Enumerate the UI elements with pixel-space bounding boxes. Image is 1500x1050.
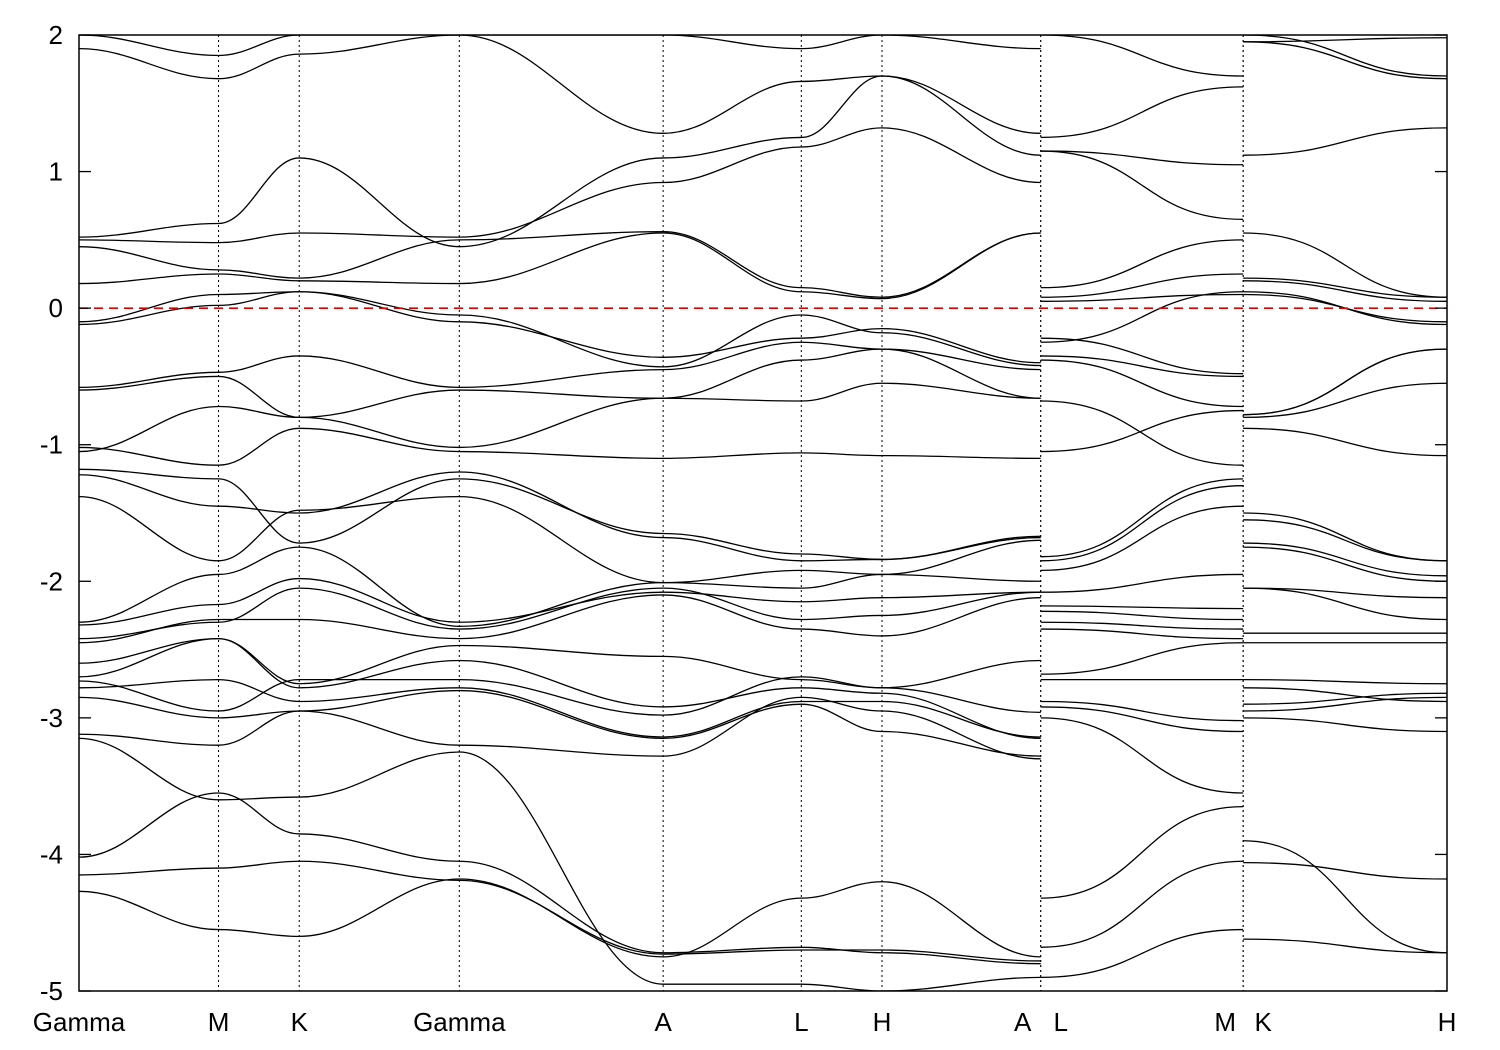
- band-line: [79, 35, 1041, 134]
- y-tick-label: -5: [40, 976, 63, 1006]
- x-kpoint-label: M: [208, 1007, 230, 1037]
- band-line: [79, 382, 1041, 453]
- band-line: [1243, 542, 1447, 577]
- y-tick-label: 1: [49, 157, 63, 187]
- band-line: [1243, 382, 1447, 419]
- band-line: [1040, 621, 1244, 630]
- band-line: [1040, 573, 1244, 593]
- band-line: [1040, 293, 1244, 302]
- x-kpoint-label: A: [1014, 1007, 1032, 1037]
- band-line: [1040, 273, 1244, 298]
- x-kpoint-label: H: [1438, 1007, 1457, 1037]
- x-kpoint-label: H: [873, 1007, 892, 1037]
- band-line: [1243, 232, 1447, 298]
- x-kpoint-label: M: [1214, 1007, 1236, 1037]
- band-line: [1040, 860, 1244, 948]
- band-line: [1243, 696, 1447, 712]
- band-line: [1243, 687, 1447, 703]
- band-line: [79, 495, 1041, 584]
- band-line: [79, 291, 1041, 368]
- band-line: [79, 878, 1041, 958]
- y-axis: -5 -4 -3 -2 -1 0 1 2: [40, 20, 1447, 1006]
- band-line: [79, 678, 1041, 738]
- x-kpoint-label: K: [1254, 1007, 1272, 1037]
- band-line: [1040, 700, 1244, 722]
- band-line: [1243, 37, 1447, 43]
- band-line: [1040, 505, 1244, 572]
- band-line: [79, 696, 1041, 760]
- band-line: [79, 792, 1041, 965]
- band-line: [79, 860, 1041, 962]
- band-line: [1040, 706, 1244, 733]
- band-line: [79, 232, 1041, 300]
- band-line: [1243, 348, 1447, 416]
- band-line: [1243, 41, 1447, 80]
- band-line: [1040, 928, 1244, 978]
- x-kpoint-label: L: [1053, 1007, 1067, 1037]
- band-line: [1243, 717, 1447, 733]
- band-line: [79, 689, 1041, 757]
- x-axis: Gamma M K Gamma A L H A L M K H: [33, 1007, 1457, 1037]
- band-line: [1243, 587, 1447, 599]
- band-line: [1243, 692, 1447, 705]
- band-line: [1243, 861, 1447, 880]
- y-tick-label: 2: [49, 20, 63, 50]
- band-line: [79, 231, 1041, 298]
- band-line: [1243, 427, 1447, 457]
- kpoint-gridlines: [218, 35, 1244, 991]
- band-line: [1243, 277, 1447, 298]
- x-kpoint-label: L: [794, 1007, 808, 1037]
- band-line: [1040, 610, 1244, 621]
- band-line: [1040, 359, 1244, 408]
- band-line: [79, 577, 1041, 626]
- band-line: [1040, 150, 1244, 221]
- band-line: [1040, 35, 1244, 77]
- y-tick-label: -4: [40, 839, 63, 869]
- band-line: [79, 637, 1041, 714]
- band-line: [1040, 355, 1244, 378]
- plot-frame-group: [78, 34, 1448, 992]
- band-line: [1040, 805, 1244, 899]
- band-line: [1243, 938, 1447, 954]
- band-line: [1040, 478, 1244, 558]
- band-line: [1243, 678, 1447, 685]
- band-curves: [79, 35, 1447, 991]
- band-line: [79, 594, 1041, 644]
- x-kpoint-label: Gamma: [33, 1007, 126, 1037]
- band-line: [79, 127, 1041, 244]
- plot-frame: [78, 34, 1448, 992]
- y-tick-label: 0: [49, 293, 63, 323]
- band-line: [1040, 400, 1244, 466]
- band-line: [1040, 291, 1244, 343]
- y-tick-label: -3: [40, 703, 63, 733]
- band-line: [1243, 512, 1447, 562]
- band-line: [1243, 35, 1447, 77]
- band-line: [1040, 642, 1244, 675]
- band-line: [79, 427, 1041, 466]
- y-tick-label: -1: [40, 430, 63, 460]
- band-line: [1040, 605, 1244, 610]
- band-line: [1243, 280, 1447, 302]
- band-line: [1243, 587, 1447, 621]
- band-line: [1243, 840, 1447, 954]
- band-line: [1040, 717, 1244, 794]
- band-line: [1040, 150, 1244, 166]
- x-kpoint-label: A: [654, 1007, 672, 1037]
- band-line: [1040, 628, 1244, 640]
- band-line: [1040, 86, 1244, 139]
- band-line: [1243, 127, 1447, 156]
- band-line: [1040, 409, 1244, 453]
- x-kpoint-label: K: [291, 1007, 309, 1037]
- band-line: [1243, 546, 1447, 582]
- band-line: [79, 341, 1041, 389]
- band-line: [79, 468, 1041, 561]
- x-kpoint-label: Gamma: [413, 1007, 506, 1037]
- y-tick-label: -2: [40, 566, 63, 596]
- band-line: [1040, 239, 1244, 289]
- band-line: [79, 587, 1041, 640]
- band-line: [1040, 485, 1244, 562]
